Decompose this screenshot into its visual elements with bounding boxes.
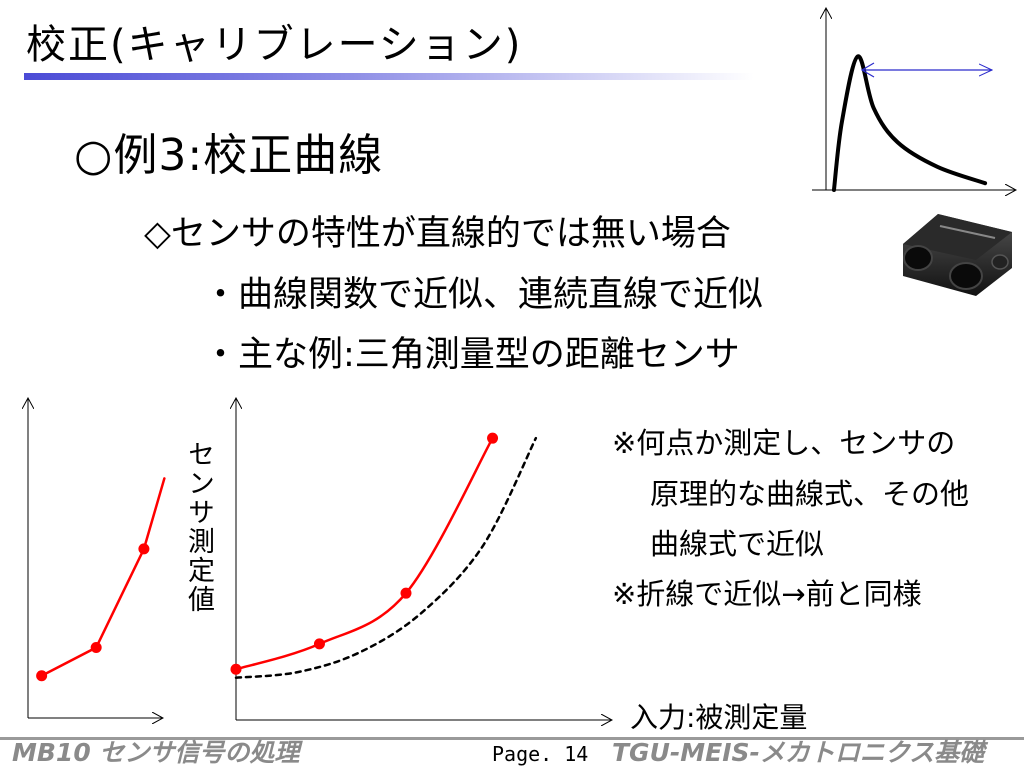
inset-range-arrow-tail (860, 62, 875, 78)
main-plot-series (230, 432, 538, 679)
data-point (90, 642, 102, 654)
series-line (234, 436, 538, 679)
data-point (36, 670, 48, 682)
note-line: 曲線式で近似 (650, 527, 825, 561)
footer-page-number: Page. 14 (492, 742, 589, 766)
footer-institution: TGU-MEIS-メカトロニクス基礎 (612, 738, 985, 767)
main-chart-xlabel: 入力:被測定量 (630, 701, 808, 734)
title-underline (24, 73, 754, 80)
section-subheading: ◇センサの特性が直線的では無い場合 (144, 214, 731, 254)
distance-sensor-icon (903, 214, 1012, 296)
note-line: ※折線で近似→前と同様 (612, 577, 922, 611)
main-chart-ylabel: センサ測定値 (183, 440, 214, 614)
series-line (40, 477, 166, 677)
note-line: 原理的な曲線式、その他 (650, 477, 970, 511)
data-point (487, 432, 499, 444)
data-point (400, 587, 412, 599)
footer-course: MB10 センサ信号の処理 (12, 738, 300, 767)
data-point (138, 543, 150, 555)
section-heading: ○例3:校正曲線 (74, 130, 384, 181)
inset-series (831, 54, 988, 192)
series-line (831, 54, 988, 192)
data-point (313, 638, 325, 650)
bullet-item: ・主な例:三角測量型の距離センサ (203, 335, 740, 375)
note-line: ※何点か測定し、センサの (612, 426, 956, 460)
bullet-item: ・曲線関数で近似、連続直線で近似 (203, 275, 764, 315)
left-plot-series (36, 477, 166, 682)
series-line (234, 436, 494, 671)
slide-title: 校正(キャリブレーション) (26, 22, 523, 68)
data-point (230, 663, 242, 675)
footer-divider (0, 737, 1024, 740)
